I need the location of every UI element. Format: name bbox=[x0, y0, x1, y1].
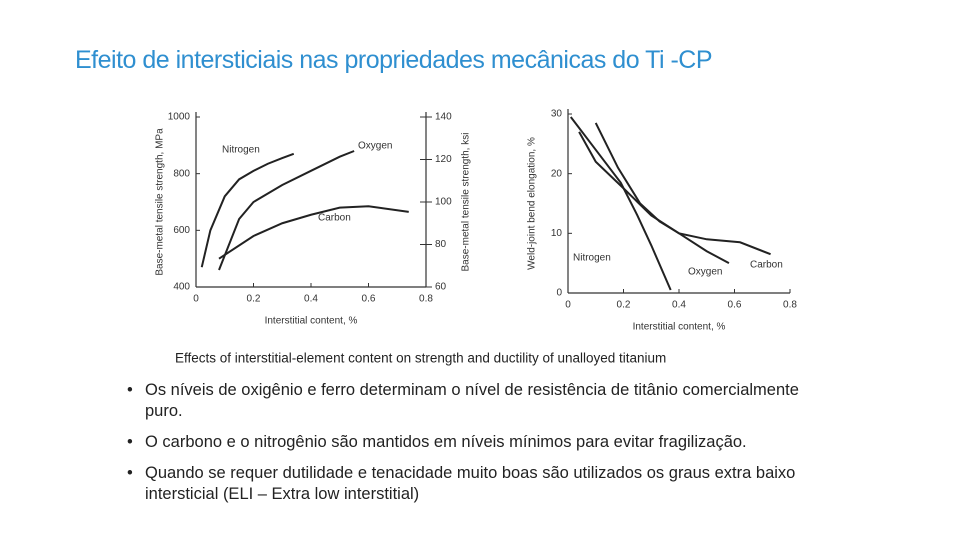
x-tick-label: 0.4 bbox=[304, 294, 318, 305]
y-tick-label: 800 bbox=[173, 168, 190, 179]
y-tick-label: 10 bbox=[551, 228, 563, 239]
series-line bbox=[218, 205, 409, 260]
y-tick-label: 30 bbox=[551, 109, 563, 120]
figure: Effects of interstitial-element content … bbox=[155, 109, 798, 366]
series-label: Oxygen bbox=[688, 267, 722, 278]
series-label: Nitrogen bbox=[222, 145, 260, 156]
bullet-list: • Os níveis de oxigênio e ferro determina… bbox=[127, 380, 827, 515]
x-tick-label: 0.8 bbox=[419, 294, 433, 305]
x-tick-label: 0.2 bbox=[617, 300, 631, 311]
series-line bbox=[578, 131, 771, 256]
x-tick-label: 0.8 bbox=[783, 300, 797, 311]
bullet-text: O carbono e o nitrogênio são mantidos em… bbox=[145, 433, 747, 451]
y2-axis-label: Base-metal tensile strength, ksi bbox=[461, 133, 472, 272]
bullet-dot: • bbox=[127, 464, 133, 482]
series-line bbox=[594, 122, 730, 265]
bullet-dot: • bbox=[127, 381, 133, 399]
series-label: Oxygen bbox=[358, 141, 392, 152]
x-tick-label: 0.6 bbox=[362, 294, 376, 305]
x-tick-label: 0 bbox=[565, 300, 571, 311]
y2-tick-label: 140 bbox=[435, 112, 452, 123]
x-axis-label: Interstitial content, % bbox=[633, 322, 726, 333]
series-label: Carbon bbox=[750, 260, 783, 271]
bullet-text: Os níveis de oxigênio e ferro determinam… bbox=[145, 381, 799, 420]
series-label: Carbon bbox=[318, 213, 351, 224]
series-line bbox=[218, 150, 355, 271]
y-axis-label: Weld-joint bend elongation, % bbox=[527, 137, 538, 270]
y2-tick-label: 80 bbox=[435, 239, 447, 250]
y-tick-label: 0 bbox=[556, 288, 562, 299]
y-tick-label: 20 bbox=[551, 168, 563, 179]
series-line bbox=[200, 152, 295, 268]
y2-tick-label: 120 bbox=[435, 154, 452, 165]
y-axis-label: Base-metal tensile strength, MPa bbox=[155, 128, 166, 276]
bullet-text: Quando se requer dutilidade e tenacidade… bbox=[145, 464, 796, 503]
bullet: • Quando se requer dutilidade e tenacidad… bbox=[127, 463, 827, 505]
bullet: • Os níveis de oxigênio e ferro determina… bbox=[127, 380, 827, 422]
series-line bbox=[569, 116, 672, 291]
x-tick-label: 0.2 bbox=[247, 294, 261, 305]
x-tick-label: 0.4 bbox=[672, 300, 686, 311]
y-tick-label: 400 bbox=[173, 282, 190, 293]
bullet: • O carbono e o nitrogênio são mantidos e… bbox=[127, 432, 827, 453]
x-axis-label: Interstitial content, % bbox=[265, 316, 358, 327]
y2-tick-label: 60 bbox=[435, 282, 447, 293]
y2-tick-label: 100 bbox=[435, 197, 452, 208]
slide-title: Efeito de intersticiais nas propriedades… bbox=[75, 46, 713, 74]
series-label: Nitrogen bbox=[573, 253, 611, 264]
y-tick-label: 1000 bbox=[168, 112, 191, 123]
x-tick-label: 0 bbox=[193, 294, 199, 305]
x-tick-label: 0.6 bbox=[728, 300, 742, 311]
bullet-dot: • bbox=[127, 433, 133, 451]
figure-caption: Effects of interstitial-element content … bbox=[175, 351, 666, 366]
y-tick-label: 600 bbox=[173, 225, 190, 236]
